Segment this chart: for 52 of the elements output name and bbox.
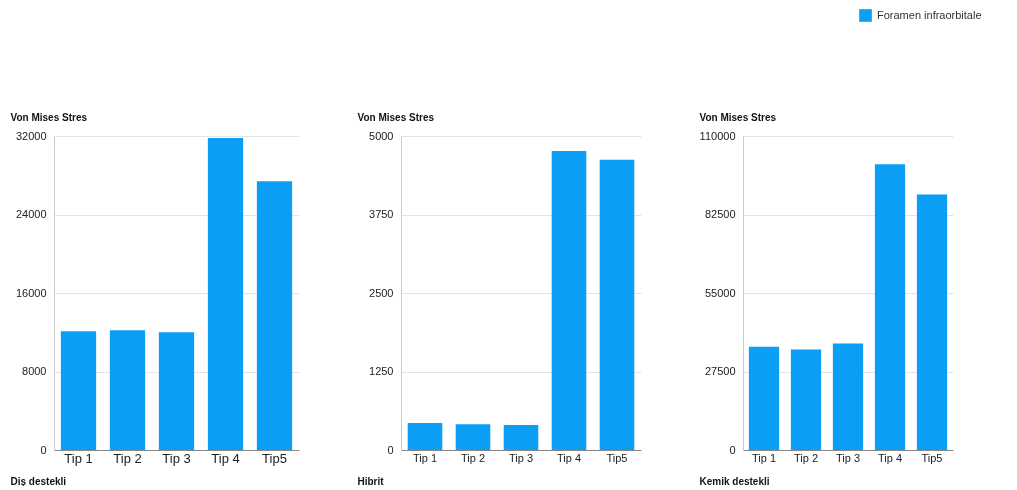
bar <box>407 423 443 450</box>
x-axis-title: Kemik destekli <box>699 475 770 487</box>
bar <box>60 331 97 450</box>
bar <box>551 151 587 450</box>
x-axis-title: Hibrit <box>357 475 385 487</box>
y-tick-label: 27500 <box>704 365 736 377</box>
bar <box>158 332 195 450</box>
y-tick-label: 2500 <box>369 286 394 299</box>
bar <box>256 181 293 450</box>
bar <box>874 164 906 450</box>
x-tick-label: Tip 2 <box>793 451 819 464</box>
bar <box>599 159 635 450</box>
y-tick-label: 82500 <box>704 208 736 220</box>
bar <box>790 349 822 450</box>
y-tick-label: 5000 <box>369 129 394 142</box>
x-tick-label: Tip5 <box>921 451 943 464</box>
y-tick-label: 55000 <box>704 286 736 299</box>
y-tick-label: 3750 <box>369 208 394 220</box>
y-tick-label: 8000 <box>22 365 47 377</box>
x-tick-label: Tip 3 <box>508 451 534 464</box>
y-tick-label: 0 <box>40 443 47 456</box>
bar <box>503 424 539 450</box>
y-tick-label: 32000 <box>15 129 47 142</box>
y-axis-title: Von Mises Stres <box>357 111 435 123</box>
x-tick-label: Tip 2 <box>113 450 142 466</box>
y-axis-title: Von Mises Stres <box>10 111 88 123</box>
y-tick-label: 0 <box>729 443 736 456</box>
x-tick-label: Tip 3 <box>162 450 191 466</box>
bar <box>109 330 146 450</box>
x-tick-label: Tip 3 <box>835 451 861 464</box>
y-tick-label: 24000 <box>15 208 47 220</box>
x-tick-label: Tip 4 <box>556 451 582 464</box>
bar <box>748 346 780 450</box>
x-tick-label: Tip 1 <box>412 451 438 464</box>
bar <box>455 424 491 450</box>
bar <box>832 343 864 450</box>
bar <box>207 137 244 450</box>
x-tick-label: Tip 4 <box>211 450 240 466</box>
y-tick-label: 0 <box>387 443 394 456</box>
x-tick-label: Tip 1 <box>64 450 93 466</box>
bar <box>916 194 948 450</box>
x-tick-label: Tip 2 <box>460 451 486 464</box>
legend-label: Foramen infraorbitale <box>877 8 982 21</box>
y-tick-label: 1250 <box>369 365 394 377</box>
x-tick-label: Tip5 <box>606 451 628 464</box>
x-tick-label: Tip5 <box>262 450 287 466</box>
x-axis-title: Diş destekli <box>10 475 67 487</box>
y-tick-label: 110000 <box>699 129 736 142</box>
y-axis-title: Von Mises Stres <box>699 111 777 123</box>
y-tick-label: 16000 <box>15 286 47 299</box>
x-tick-label: Tip 4 <box>877 451 903 464</box>
x-tick-label: Tip 1 <box>751 451 777 464</box>
